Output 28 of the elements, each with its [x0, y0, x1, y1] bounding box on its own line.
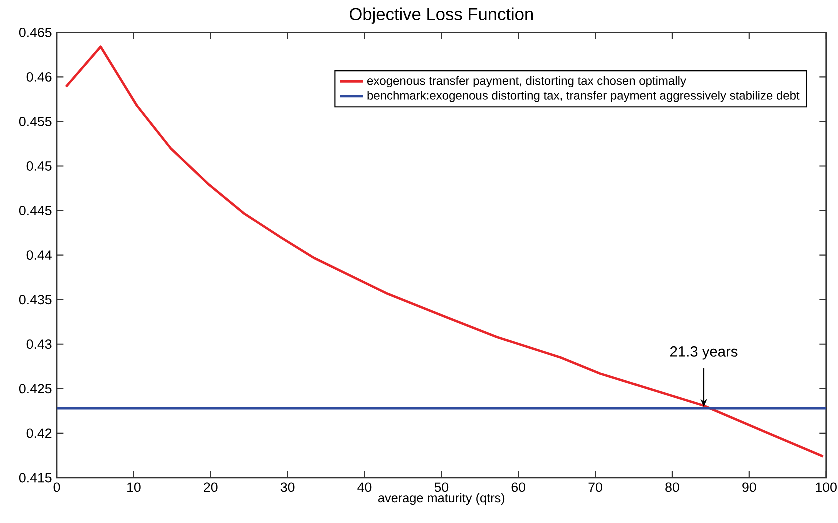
- x-tick-label: 50: [434, 482, 449, 492]
- chart-title: Objective Loss Function: [350, 8, 533, 24]
- legend-label: benchmark:exogenous distorting tax, transfer payment aggressively stabilize debt: [368, 91, 800, 102]
- y-tick-label: 0.415: [19, 473, 52, 483]
- y-tick-label: 0.42: [26, 428, 52, 438]
- annotation: 21.3 years: [670, 346, 738, 360]
- y-tick-label: 0.435: [19, 295, 52, 305]
- x-tick-label: 20: [204, 482, 218, 492]
- y-tick-label: 0.45: [26, 162, 52, 171]
- y-tick-label: 0.465: [19, 28, 52, 38]
- y-tick-label: 0.46: [26, 72, 52, 82]
- x-tick-label: 60: [512, 482, 526, 492]
- x-tick-label: 100: [816, 482, 837, 492]
- x-axis-title: average maturity (qtrs): [378, 493, 505, 506]
- y-tick-label: 0.455: [19, 117, 52, 126]
- x-tick-label: 40: [358, 482, 372, 492]
- y-tick-label: 0.44: [26, 250, 52, 260]
- x-tick-label: 0: [54, 482, 60, 492]
- x-tick-label: 80: [666, 482, 680, 492]
- legend-label: exogenous transfer payment, distorting tax chosen optimally: [368, 76, 686, 88]
- y-tick-label: 0.425: [19, 384, 52, 394]
- y-tick-label: 0.445: [19, 206, 52, 216]
- x-tick-label: 70: [588, 482, 602, 492]
- x-tick-label: 90: [742, 482, 756, 492]
- x-tick-label: 30: [280, 482, 295, 492]
- x-tick-label: 10: [128, 482, 141, 492]
- line-series: [65, 46, 824, 458]
- y-tick-label: 0.43: [26, 340, 52, 350]
